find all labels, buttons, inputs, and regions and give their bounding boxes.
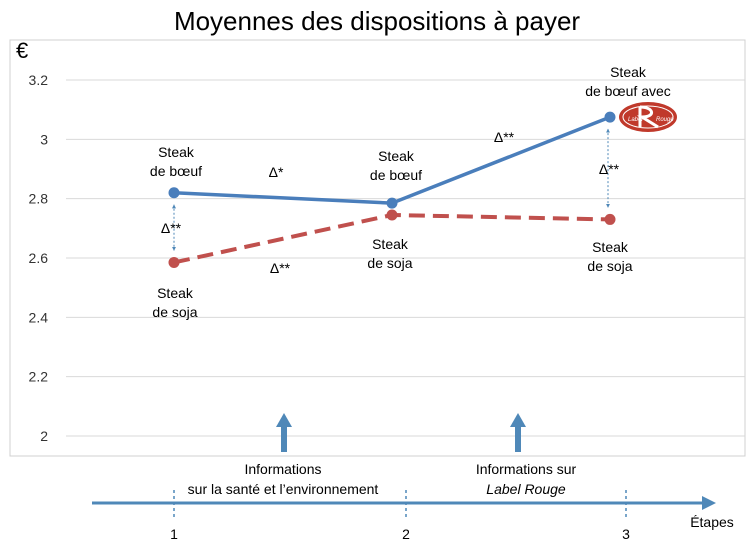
data-point-soy <box>604 213 616 225</box>
info-arrow-shaft <box>281 424 287 452</box>
point-label-beef: Steak <box>610 64 647 80</box>
data-point-beef <box>604 111 616 123</box>
point-label-soy: de soja <box>587 258 632 274</box>
delta-annotation: Δ** <box>270 260 291 276</box>
info-2-line2: Label Rouge <box>486 481 566 497</box>
point-label-soy: de soja <box>367 255 412 271</box>
chart-title: Moyennes des dispositions à payer <box>173 6 581 36</box>
point-label-beef: Steak <box>378 148 415 164</box>
y-tick-label: 2 <box>40 428 48 444</box>
timeline-axis: 1 2 3 <box>92 490 716 542</box>
info-arrow-head <box>276 413 292 427</box>
delta-annotation: Δ** <box>161 220 182 236</box>
data-point-soy <box>386 209 398 221</box>
series-lines <box>168 111 616 268</box>
gap-arrows <box>172 128 610 251</box>
info-arrows <box>276 413 526 452</box>
data-point-soy <box>168 256 180 268</box>
point-label-beef: de bœuf <box>150 163 202 179</box>
data-point-beef <box>386 197 398 209</box>
point-label-beef: Steak <box>158 144 195 160</box>
info-2-line1: Informations sur <box>476 461 577 477</box>
point-label-soy: Steak <box>592 239 629 255</box>
delta-annotation: Δ** <box>599 161 620 177</box>
delta-annotation: Δ* <box>269 164 284 180</box>
info-arrow-head <box>510 413 526 427</box>
delta-annotation: Δ** <box>494 129 515 145</box>
point-label-soy: Steak <box>157 285 194 301</box>
info-1-line2: sur la santé et l’environnement <box>188 481 379 497</box>
timeline-arrowhead <box>702 496 716 510</box>
svg-text:Rouge: Rouge <box>656 117 674 123</box>
y-tick-label: 2.4 <box>29 309 49 325</box>
y-tick-label: 3 <box>40 131 48 147</box>
x-tick-label: 2 <box>402 526 410 542</box>
plot-frame <box>9 39 746 457</box>
x-tick-label: 1 <box>170 526 178 542</box>
point-label-beef: de bœuf <box>370 167 422 183</box>
y-tick-label: 2.8 <box>29 191 49 207</box>
info-1-line1: Informations <box>244 461 321 477</box>
x-tick-label: 3 <box>622 526 630 542</box>
point-label-soy: de soja <box>152 304 197 320</box>
info-arrow-shaft <box>515 424 521 452</box>
y-tick-label: 3.2 <box>29 72 49 88</box>
y-axis-label: € <box>16 38 28 63</box>
point-label-soy: Steak <box>372 236 409 252</box>
delta-annotations: Δ* Δ** Δ** Δ** Δ** <box>161 129 620 276</box>
y-tick-label: 2.2 <box>29 369 49 385</box>
svg-text:Label: Label <box>628 117 643 123</box>
point-labels: Steak de bœuf Steak de bœuf Steak de bœuf ave… <box>150 64 671 320</box>
y-tick-labels: 2 2.2 2.4 2.6 2.8 3 3.2 <box>29 72 49 444</box>
x-axis-label: Étapes <box>690 514 734 530</box>
point-label-beef: de bœuf avec <box>585 83 671 99</box>
label-rouge-logo: Label Rouge <box>619 102 677 132</box>
data-point-beef <box>168 187 180 199</box>
y-tick-label: 2.6 <box>29 250 49 266</box>
